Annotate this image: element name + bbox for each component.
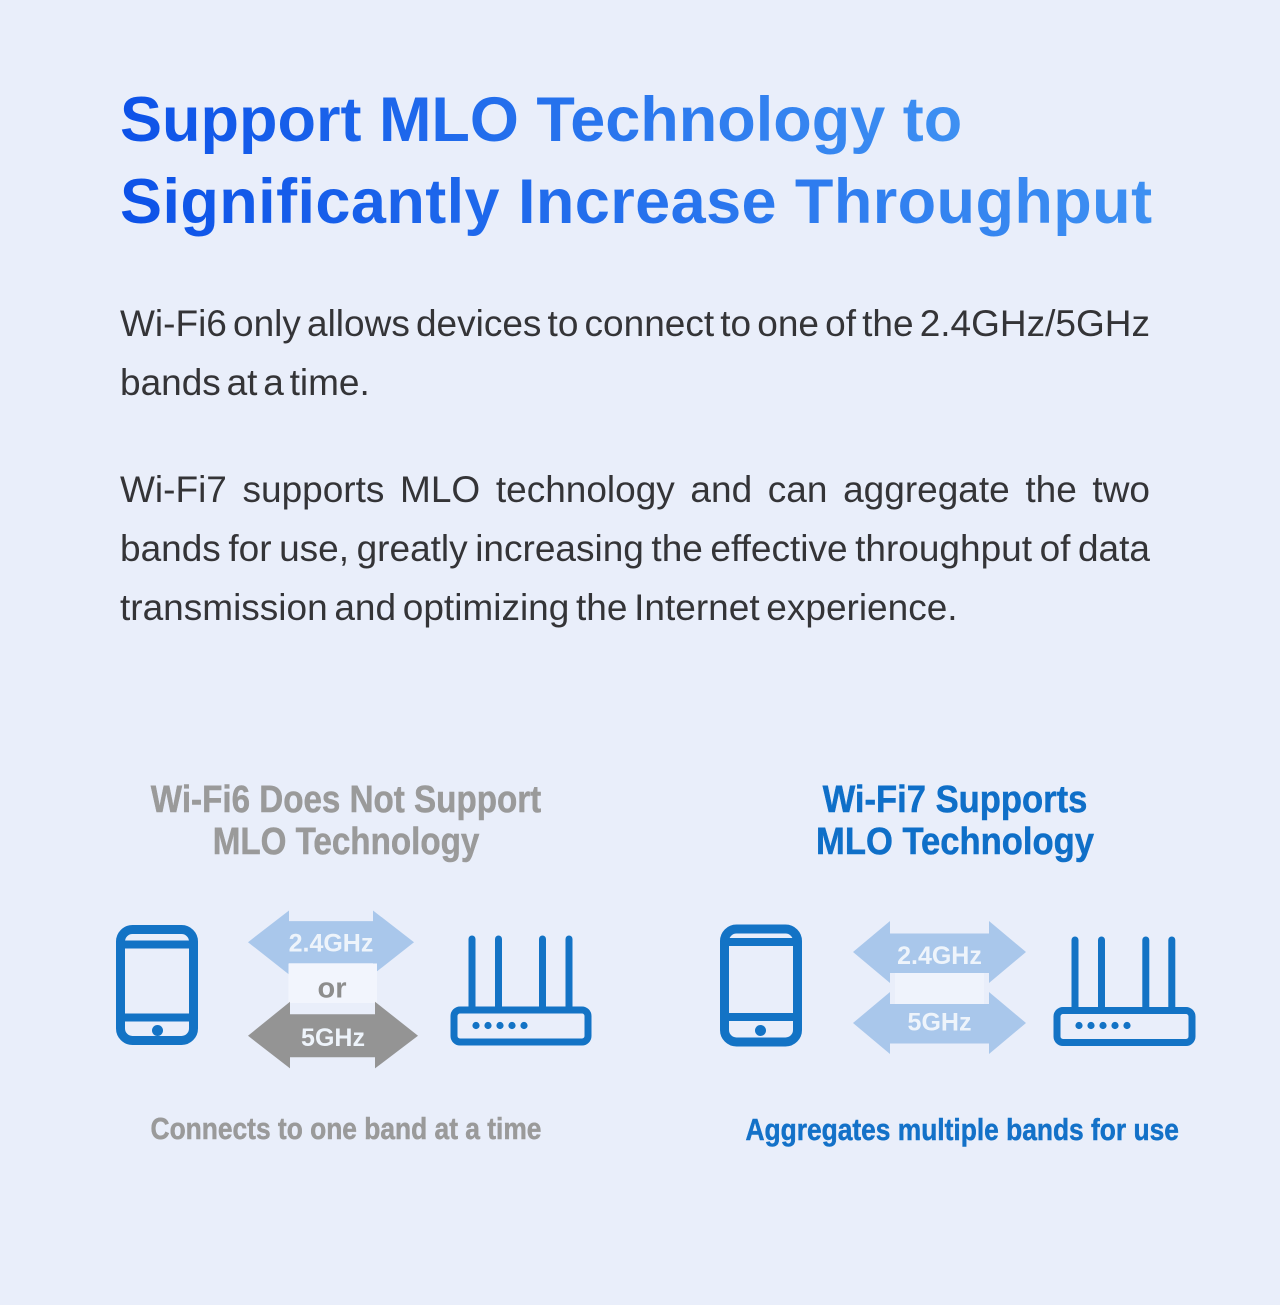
svg-text:2.4GHz: 2.4GHz <box>289 930 374 958</box>
svg-text:5GHz: 5GHz <box>301 1024 365 1052</box>
svg-text:or: or <box>318 973 347 1005</box>
svg-text:5GHz: 5GHz <box>908 1009 972 1037</box>
svg-text:2.4GHz: 2.4GHz <box>897 942 982 970</box>
